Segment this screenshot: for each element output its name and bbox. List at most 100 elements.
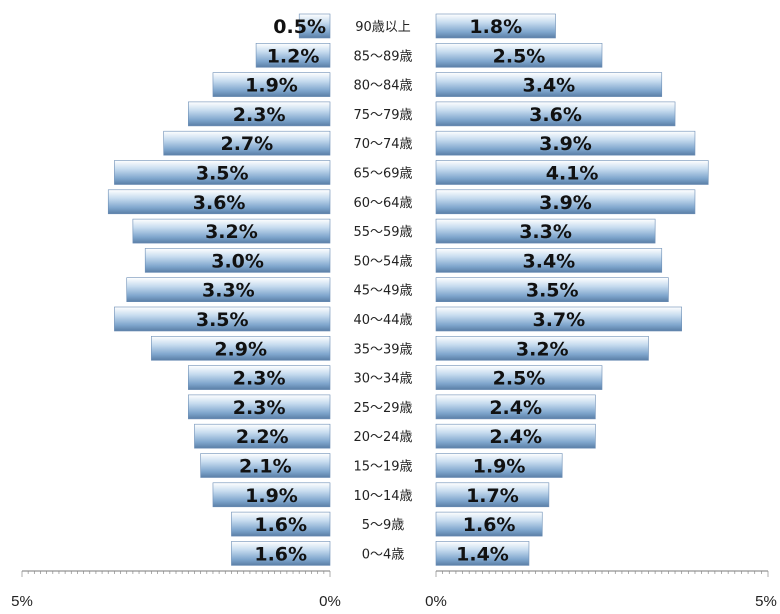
left-bar — [212, 482, 331, 508]
left-bar — [231, 541, 331, 566]
right-bar — [435, 365, 603, 390]
right-bar — [435, 42, 603, 68]
left-bar — [212, 72, 331, 97]
age-group-label: 80～84歳 — [353, 79, 412, 94]
age-labels-group: 90歳以上 85～89歳 80～84歳 75～79歳 70～74歳 65～69歳 60～64… — [353, 20, 412, 562]
right-bar-value-label: 2.4% — [489, 397, 542, 419]
left-bar — [188, 394, 331, 420]
left-bar-value-label: 2.2% — [236, 426, 289, 448]
left-bar-value-label: 1.2% — [267, 45, 320, 67]
right-bar — [435, 335, 649, 361]
right-bar — [435, 306, 682, 332]
left-bar — [200, 453, 331, 478]
age-group-label: 75～79歳 — [353, 108, 412, 123]
right-bar — [435, 248, 663, 273]
left-bar — [126, 277, 331, 303]
left-bar-value-label: 2.7% — [220, 133, 273, 155]
right-bar-value-label: 3.7% — [532, 309, 585, 331]
left-bar-value-label: 3.5% — [196, 163, 249, 185]
age-group-label: 60～64歳 — [353, 196, 412, 211]
left-bar-value-label: 2.9% — [214, 338, 267, 360]
right-bar — [435, 394, 596, 420]
age-group-label: 45～49歳 — [353, 284, 412, 299]
right-bar-value-label: 3.6% — [529, 104, 582, 126]
left-bar-value-label: 3.3% — [202, 280, 255, 302]
right-bar — [435, 541, 530, 566]
left-bar-value-label: 1.9% — [245, 485, 298, 507]
right-minor-ticks — [435, 571, 769, 577]
left-bar-value-label: 3.5% — [196, 309, 249, 331]
left-bar-value-label: 1.9% — [245, 75, 298, 97]
age-group-label: 85～89歳 — [353, 49, 412, 64]
right-bar — [435, 72, 663, 97]
right-bar-value-label: 1.6% — [463, 514, 516, 536]
left-bar — [144, 248, 331, 273]
left-bar — [188, 101, 331, 127]
left-bar-value-label: 2.1% — [239, 456, 292, 478]
right-bar — [435, 423, 596, 449]
right-bar — [435, 453, 563, 478]
left-bar — [114, 306, 331, 332]
left-bar-value-label: 2.3% — [233, 104, 286, 126]
left-tick-label-zero: 0% — [319, 593, 341, 610]
left-bar — [163, 130, 331, 156]
age-group-label: 30～34歳 — [353, 372, 412, 387]
left-bar-value-label: 2.3% — [233, 397, 286, 419]
left-bar — [255, 42, 331, 68]
left-tick-label-max: 5% — [11, 593, 33, 610]
age-group-label: 90歳以上 — [355, 20, 411, 35]
left-bar — [188, 365, 331, 390]
age-group-label: 35～39歳 — [353, 342, 412, 357]
right-bar — [435, 13, 556, 39]
right-bar-value-label: 1.9% — [473, 456, 526, 478]
right-bar-value-label: 3.3% — [519, 221, 572, 243]
age-group-label: 10～14歳 — [353, 489, 412, 504]
age-group-label: 15～19歳 — [353, 460, 412, 475]
left-bar-value-label: 3.0% — [211, 250, 264, 272]
left-bar-value-label: 1.6% — [254, 543, 307, 565]
age-group-label: 0～4歳 — [362, 547, 405, 562]
right-tick-label-max: 5% — [755, 593, 777, 610]
right-bar-value-label: 3.4% — [523, 250, 576, 272]
right-bars-group: 1.8% 2.5% 3.4% 3.6% 3.9% 4.1% 3.9% 3.3% 3.4% 3.5%… — [435, 13, 709, 566]
age-group-label: 5～9歳 — [362, 518, 405, 533]
left-bar — [114, 160, 331, 185]
right-bar-value-label: 2.5% — [493, 368, 546, 390]
right-bar-value-label: 3.2% — [516, 338, 569, 360]
age-group-label: 40～44歳 — [353, 313, 412, 328]
right-bar-value-label: 2.4% — [489, 426, 542, 448]
left-bar — [132, 218, 331, 244]
left-bar — [151, 335, 331, 361]
right-bar-value-label: 1.8% — [469, 16, 522, 38]
left-bar-value-label: 0.5% — [273, 16, 326, 38]
right-bar — [435, 218, 656, 244]
right-bar — [435, 277, 669, 303]
right-bar — [435, 511, 543, 537]
right-bar-value-label: 3.9% — [539, 133, 592, 155]
left-bar-value-label: 1.6% — [254, 514, 307, 536]
right-bar-value-label: 1.7% — [466, 485, 519, 507]
left-bar-value-label: 2.3% — [233, 368, 286, 390]
left-bar-value-label: 3.2% — [205, 221, 258, 243]
left-bar — [231, 511, 331, 537]
left-bars-group: 0.5% 1.2% 1.9% 2.3% 2.7% 3.5% 3.6% 3.2% 3.0% 3.3%… — [107, 13, 331, 566]
right-bar — [435, 189, 696, 215]
right-bar-value-label: 3.5% — [526, 280, 579, 302]
right-bar — [435, 482, 550, 508]
right-bar-value-label: 3.4% — [523, 75, 576, 97]
age-group-label: 70～74歳 — [353, 137, 412, 152]
left-bar — [298, 13, 331, 39]
right-tick-label-zero: 0% — [425, 593, 447, 610]
right-bar-value-label: 1.4% — [456, 543, 509, 565]
left-bar — [107, 189, 331, 215]
left-bar-value-label: 3.6% — [193, 192, 246, 214]
age-group-label: 20～24歳 — [353, 430, 412, 445]
right-bar — [435, 160, 709, 185]
age-group-label: 65～69歳 — [353, 167, 412, 182]
axes-group: 5% 0% 0% 5% — [11, 570, 777, 610]
left-bar — [194, 423, 331, 449]
right-bar-value-label: 2.5% — [493, 45, 546, 67]
left-minor-ticks — [21, 571, 331, 577]
right-bar-value-label: 3.9% — [539, 192, 592, 214]
